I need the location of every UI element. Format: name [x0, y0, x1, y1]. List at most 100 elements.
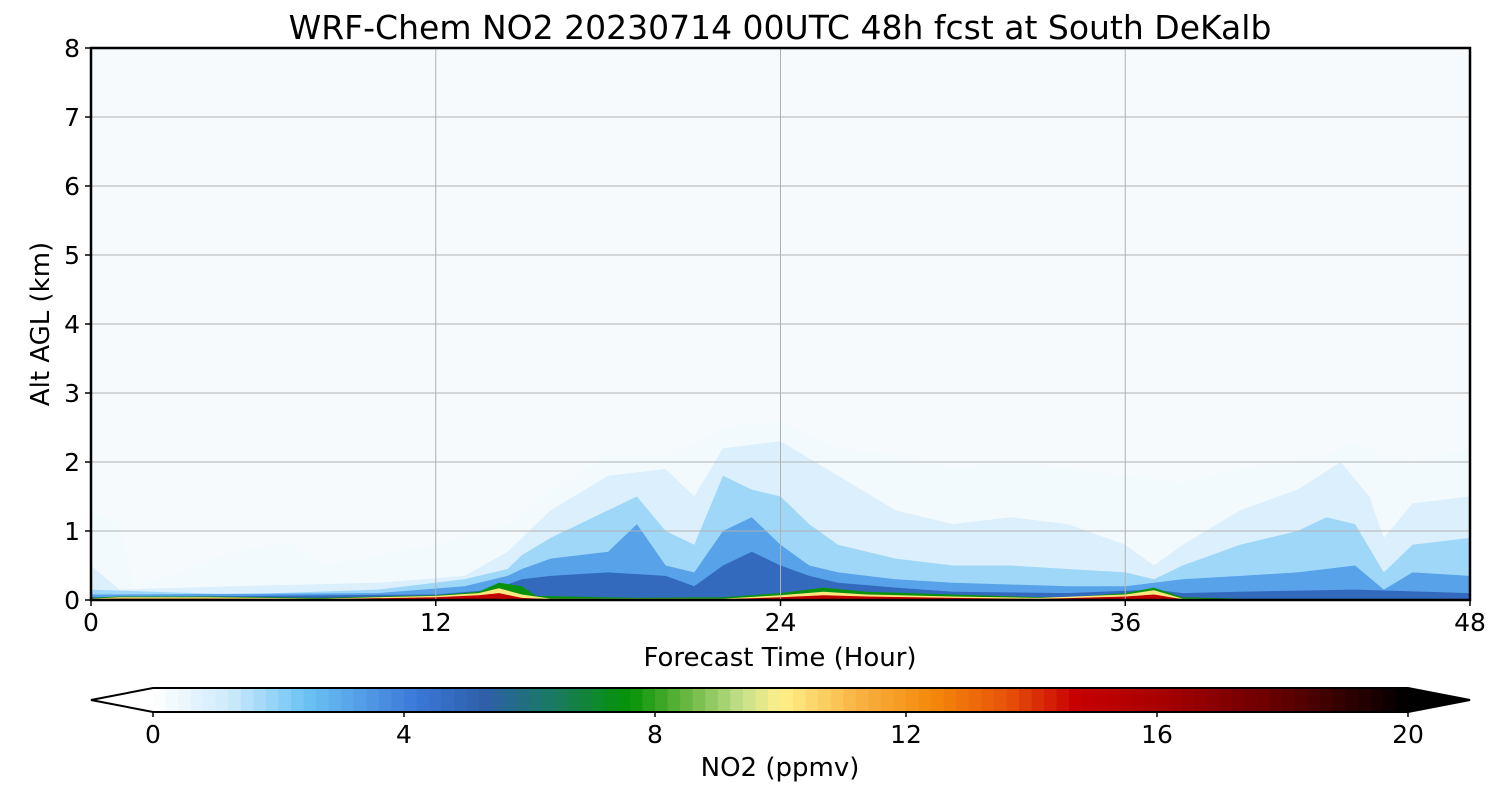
x-axis: 0 12 24 36 48: [83, 600, 1486, 637]
colorbar-segment: [968, 688, 982, 712]
colorbar-segment: [404, 688, 418, 712]
colorbar-segment: [931, 688, 945, 712]
colorbar-segment: [215, 688, 229, 712]
colorbar-segment: [981, 688, 995, 712]
colorbar-segment: [265, 688, 280, 712]
contour-layer-5: [91, 582, 1241, 600]
colorbar-segment: [1307, 688, 1321, 712]
colorbar-segment: [1382, 688, 1397, 712]
colorbar-segment: [303, 688, 317, 712]
colorbar-segment: [429, 688, 443, 712]
colorbar-segment: [1081, 688, 1095, 712]
colorbar-segment: [1357, 688, 1371, 712]
colorbar-segment: [1119, 688, 1133, 712]
colorbar-segment: [1169, 688, 1183, 712]
colorbar-segment: [642, 688, 656, 712]
colorbar-segment: [1207, 688, 1221, 712]
colorbar-segment: [868, 688, 882, 712]
colorbar-label: NO2 (ppmv): [701, 753, 860, 783]
y-tick-label: 0: [64, 586, 80, 615]
colorbar-segment: [629, 688, 644, 712]
y-tick-label: 5: [64, 241, 80, 270]
colorbar-segment: [893, 688, 907, 712]
colorbar-tick-label: 8: [647, 720, 663, 749]
colorbar-segment: [1244, 688, 1258, 712]
colorbar-segment: [316, 688, 330, 712]
colorbar-segment: [943, 688, 957, 712]
colorbar-segment: [1345, 688, 1359, 712]
colorbar-segment: [993, 688, 1007, 712]
y-axis-label: Alt AGL (km): [26, 242, 56, 406]
x-tick-label: 12: [420, 608, 452, 637]
colorbar-segment: [1131, 688, 1146, 712]
colorbar-segment: [956, 688, 970, 712]
colorbar-segment: [253, 688, 267, 712]
colorbar-segment: [366, 688, 380, 712]
colorbar-segment: [1282, 688, 1296, 712]
colorbar-segment: [793, 688, 807, 712]
colorbar-segment: [805, 688, 819, 712]
y-tick-label: 4: [64, 310, 80, 339]
colorbar-segment: [466, 688, 480, 712]
contour-layer-7: [91, 593, 1241, 600]
y-tick-label: 2: [64, 448, 80, 477]
colorbar-segment: [1006, 688, 1020, 712]
colorbar-segment: [353, 688, 367, 712]
x-tick-label: 0: [83, 608, 99, 637]
colorbar-segment: [454, 688, 468, 712]
colorbar-segment: [1194, 688, 1208, 712]
x-tick-label: 48: [1454, 608, 1486, 637]
colorbar-segment: [341, 688, 355, 712]
colorbar-segment: [592, 688, 606, 712]
colorbar-segment: [705, 688, 719, 712]
colorbar-segment: [1044, 688, 1058, 712]
colorbar-segment: [818, 688, 832, 712]
colorbar-segment: [780, 688, 794, 712]
colorbar-segment: [1031, 688, 1045, 712]
colorbar-segment: [567, 688, 581, 712]
colorbar-segment: [717, 688, 731, 712]
colorbar-segment: [1395, 688, 1409, 712]
colorbar-segment: [1144, 688, 1158, 712]
colorbar-segment: [880, 688, 895, 712]
colorbar-segment: [203, 688, 217, 712]
colorbar-segment: [516, 688, 531, 712]
colorbar-segment: [830, 688, 844, 712]
colorbar-segment: [1320, 688, 1334, 712]
colorbar-segment: [1182, 688, 1196, 712]
colorbar-segment: [1018, 688, 1033, 712]
colorbar-segment: [1232, 688, 1246, 712]
colorbar-segment: [767, 688, 782, 712]
y-axis: 0 1 2 3 4 5 6 7 8: [64, 34, 91, 615]
colorbar-segment: [906, 688, 920, 712]
colorbar-tick-label: 4: [396, 720, 412, 749]
colorbar-segment: [579, 688, 593, 712]
colorbar-segment: [1269, 688, 1284, 712]
x-tick-label: 36: [1109, 608, 1141, 637]
colorbar-segment: [1056, 688, 1070, 712]
colorbar-segment: [328, 688, 342, 712]
colorbar-segment: [1069, 688, 1083, 712]
colorbar-segment: [228, 688, 242, 712]
colorbar-segment: [1257, 688, 1271, 712]
colorbar-min-extension: [91, 688, 153, 712]
colorbar-segment: [165, 688, 179, 712]
colorbar-segment: [504, 688, 518, 712]
colorbar-max-extension: [1408, 688, 1470, 712]
colorbar-segment: [441, 688, 455, 712]
colorbar-segment: [178, 688, 192, 712]
colorbar-segment: [604, 688, 618, 712]
colorbar: 0 4 8 12 16 20: [90, 687, 1471, 749]
y-tick-label: 1: [64, 517, 80, 546]
colorbar-segment: [190, 688, 204, 712]
colorbar-segment: [153, 688, 167, 712]
colorbar-segment: [855, 688, 869, 712]
colorbar-segment: [1106, 688, 1120, 712]
colorbar-segment: [1332, 688, 1346, 712]
colorbar-tick-label: 12: [890, 720, 922, 749]
colorbar-segment: [692, 688, 706, 712]
colorbar-segment: [554, 688, 568, 712]
colorbar-segment: [918, 688, 932, 712]
colorbar-segment: [1157, 688, 1171, 712]
colorbar-segment: [742, 688, 756, 712]
